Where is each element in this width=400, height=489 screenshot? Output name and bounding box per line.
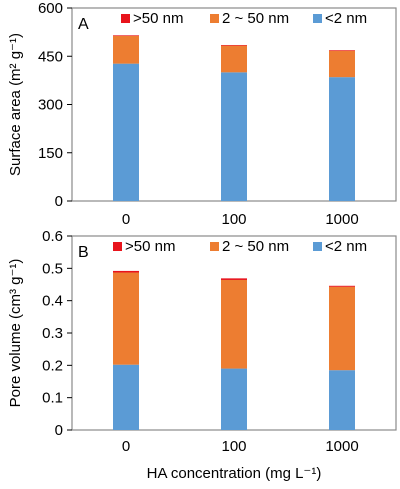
x-tick-label: 100 [221,211,246,228]
bar-segment [221,279,247,369]
legend-swatch [210,14,219,23]
bar-segment [221,44,247,46]
x-tick-label: 0 [122,438,130,455]
panel-label: A [78,16,89,33]
legend-label: <2 nm [325,10,367,27]
bar-segment [329,286,355,371]
x-axis-label: HA concentration (mg L⁻¹) [147,465,322,482]
x-tick-label: 100 [221,438,246,455]
bar-segment [329,370,355,430]
y-axis-label: Surface area (m² g⁻¹) [7,33,24,176]
y-tick-label: 150 [38,145,63,162]
bar-segment [113,63,139,202]
bar-segment [113,364,139,430]
bar-segment [221,72,247,201]
legend-swatch [113,242,122,251]
legend-swatch [121,14,130,23]
y-tick-label: 300 [38,97,63,114]
y-tick-label: 0 [55,193,63,210]
y-tick-label: 0.4 [42,293,63,310]
legend-label: 2 ~ 50 nm [222,238,289,255]
y-tick-label: 0.2 [42,357,63,374]
y-tick-label: 0.5 [42,260,63,277]
x-tick-label: 0 [122,211,130,228]
bar-segment [221,278,247,280]
y-tick-label: 0.3 [42,325,63,342]
y-tick-label: 600 [38,0,63,17]
bar-segment [113,272,139,365]
legend-label: >50 nm [133,10,183,27]
bar-segment [113,35,139,36]
bar-segment [221,368,247,430]
y-tick-label: 0.6 [42,228,63,245]
panel-label: B [78,244,89,261]
y-tick-label: 450 [38,48,63,65]
y-tick-label: 0 [55,422,63,439]
y-axis-label: Pore volume (cm³ g⁻¹) [7,259,24,408]
legend-swatch [313,14,322,23]
legend-label: <2 nm [325,238,367,255]
y-tick-label: 0.1 [42,390,63,407]
x-tick-label: 1000 [325,211,358,228]
legend-swatch [313,242,322,251]
bar-segment [329,77,355,201]
x-tick-label: 1000 [325,438,358,455]
bar-segment [329,50,355,78]
legend-swatch [210,242,219,251]
bar-segment [329,285,355,287]
bar-segment [329,50,355,51]
legend-label: 2 ~ 50 nm [222,10,289,27]
bar-segment [113,270,139,273]
bar-segment [221,45,247,73]
bar-segment [113,35,139,64]
legend-label: >50 nm [125,238,175,255]
